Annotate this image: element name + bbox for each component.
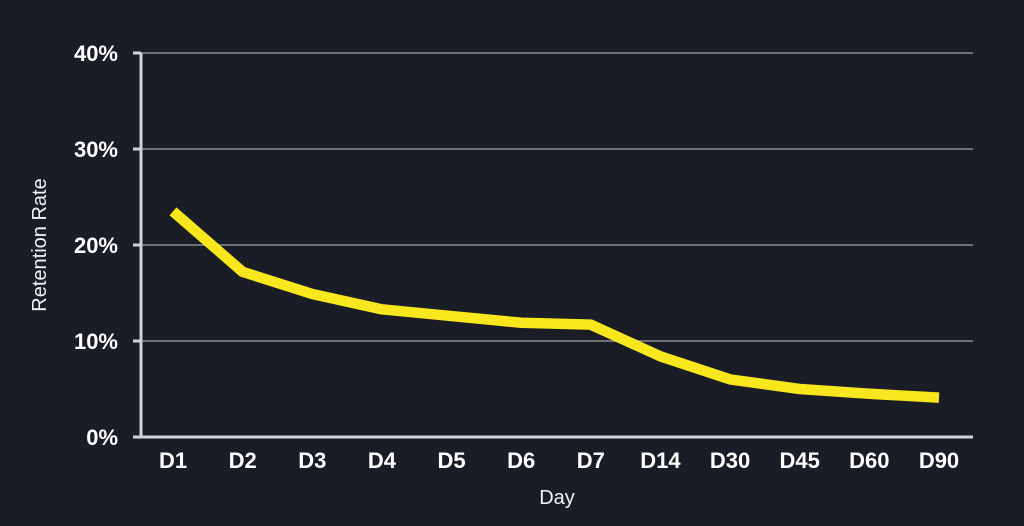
x-tick-label: D14 (640, 448, 681, 473)
x-tick-label: D5 (437, 448, 465, 473)
y-tick-label: 0% (86, 425, 118, 450)
axes (133, 51, 973, 439)
x-tick-label: D4 (368, 448, 397, 473)
y-axis-title: Retention Rate (29, 178, 51, 311)
retention-line (169, 207, 940, 403)
y-tick-label: 40% (74, 41, 118, 66)
x-tick-label: D60 (849, 448, 889, 473)
x-tick-label: D7 (577, 448, 605, 473)
x-tick-label: D1 (159, 448, 187, 473)
x-tick-label: D45 (780, 448, 820, 473)
x-axis-title: Day (539, 487, 575, 509)
y-tick-label: 10% (74, 329, 118, 354)
y-tick-label: 20% (74, 233, 118, 258)
x-tick-label: D30 (710, 448, 750, 473)
gridlines (141, 52, 973, 342)
x-tick-label: D2 (229, 448, 257, 473)
x-tick-label: D3 (298, 448, 326, 473)
line-series (169, 207, 940, 403)
tick-labels: 0% 10% 20% 30% 40% D1 D2 D3 D4 D5 D6 D7 D14 D30 D45 D60… (74, 41, 959, 473)
x-tick-label: D6 (507, 448, 535, 473)
x-tick-label: D90 (919, 448, 959, 473)
y-tick-label: 30% (74, 137, 118, 162)
